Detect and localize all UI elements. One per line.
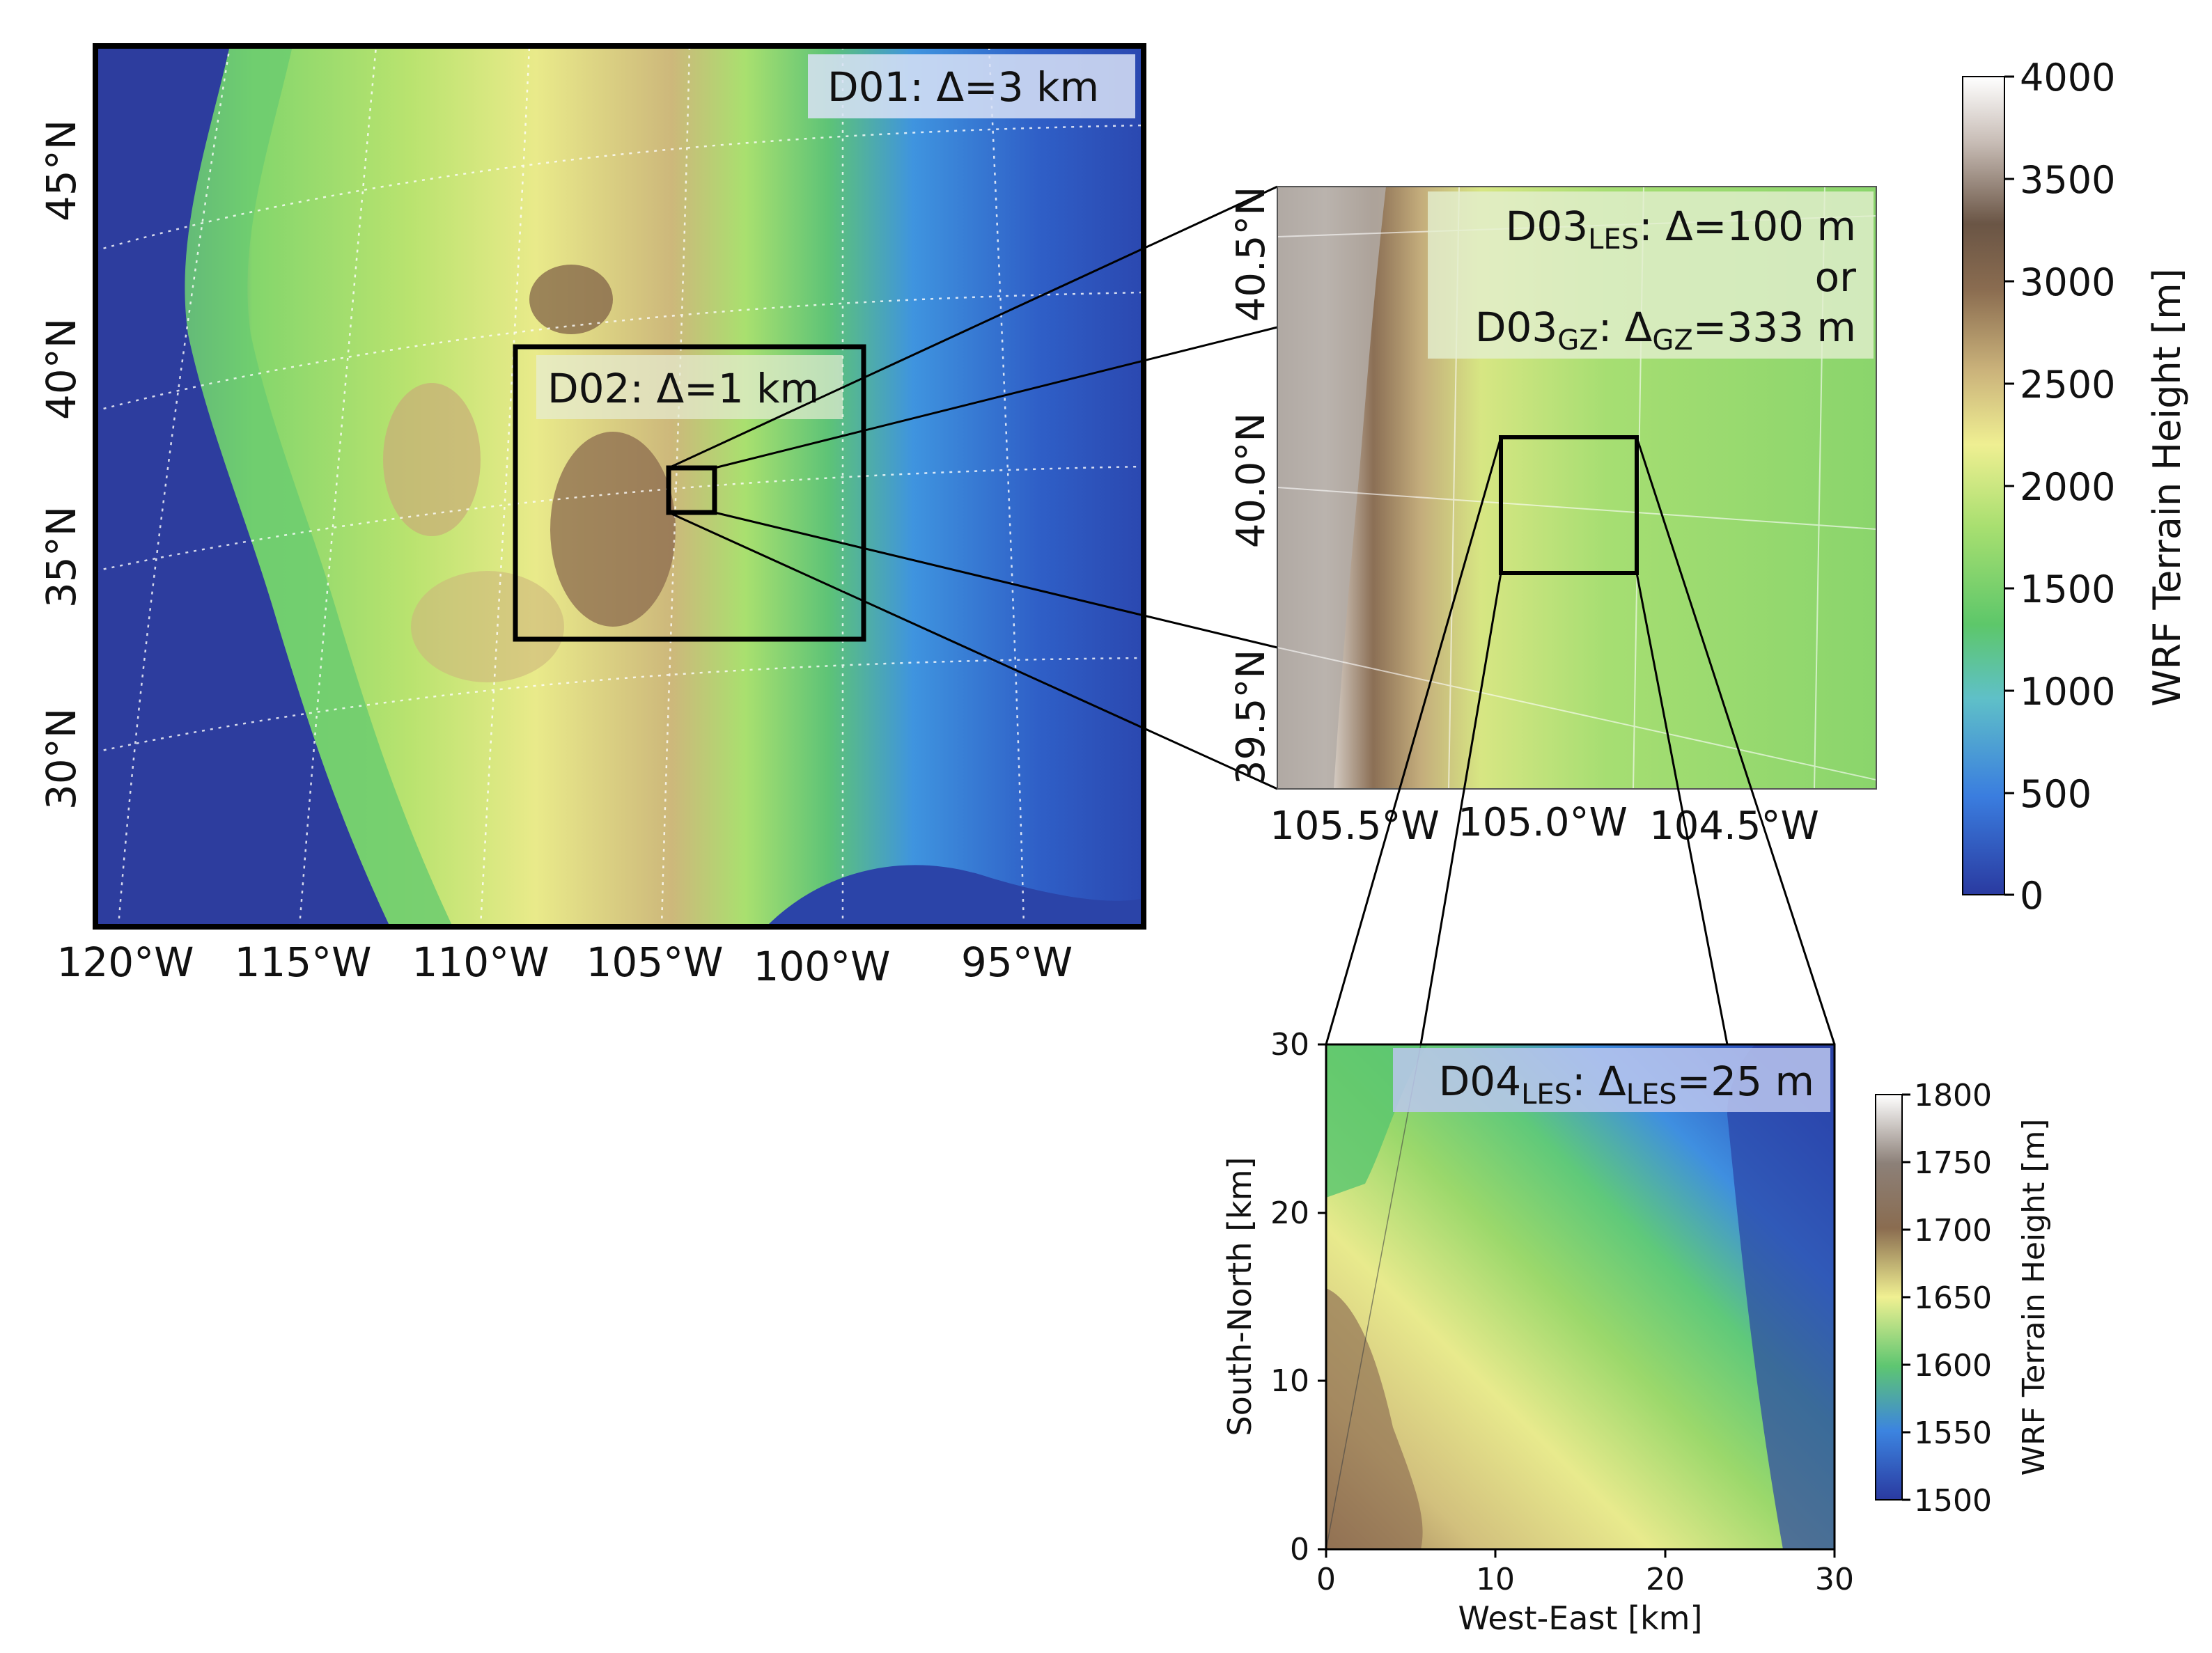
d04-colorbar-gradient [1875, 1094, 1903, 1501]
d01-label-box [808, 54, 1135, 118]
main-colorbar: 4000 3500 3000 2500 2000 1500 1000 500 0… [1962, 56, 2189, 918]
d01-graticule [95, 46, 1144, 927]
d04-xlabel: West-East [km] [1458, 1599, 1703, 1637]
d03-label-box [1428, 191, 1874, 359]
d04-ylabel: South-North [km] [1221, 1157, 1259, 1436]
d01-lat-40: 40°N [38, 318, 85, 420]
pacific-ocean [95, 46, 390, 927]
cbar-tick-1500: 1500 [2020, 567, 2115, 611]
gulf-water [766, 865, 1144, 927]
d04-x-ticks [1325, 1549, 1836, 1558]
d03-lat-39-5: 39.5°N [1229, 650, 1274, 785]
d01-lon-120: 120°W [56, 939, 194, 986]
d04-xtick-10: 10 [1476, 1562, 1515, 1597]
cbar2-tick-1550: 1550 [1914, 1416, 1992, 1451]
d03-lat-40-0: 40.0°N [1229, 413, 1274, 549]
d04-box-in-d03 [1499, 435, 1639, 575]
d04-xtick-0: 0 [1316, 1562, 1336, 1597]
d02-label-box [536, 355, 843, 419]
cbar2-tick-1750: 1750 [1914, 1145, 1992, 1181]
d01-label: D01: Δ=3 km [827, 63, 1099, 111]
d01-panel: D01: Δ=3 km D02: Δ=1 km 45°N 40°N 35°N 3… [38, 43, 1146, 990]
d04-xtick-30: 30 [1815, 1562, 1854, 1597]
cbar-tick-3000: 3000 [2020, 260, 2115, 304]
d02-box [513, 344, 866, 642]
rockies-patch [550, 432, 676, 627]
d01-lon-110: 110°W [412, 939, 549, 986]
d04-label-box [1393, 1048, 1830, 1112]
d04-ytick-10: 10 [1270, 1363, 1309, 1399]
d04-label: D04LES: ΔLES=25 m [1439, 1058, 1814, 1111]
cbar-tick-0: 0 [2020, 874, 2043, 918]
d04-y-ticks [1318, 1043, 1326, 1551]
d03-gz-label: D03GZ: ΔGZ=333 m [1475, 304, 1856, 357]
great-basin [383, 383, 481, 536]
d04-ytick-0: 0 [1290, 1532, 1309, 1567]
d04-frame [1325, 1043, 1836, 1551]
d03-panel: D03LES: Δ=100 m or D03GZ: ΔGZ=333 m 40.5… [1229, 186, 1877, 849]
d01-frame [93, 43, 1146, 930]
cbar2-tick-1700: 1700 [1914, 1213, 1992, 1248]
cbar-tick-3500: 3500 [2020, 158, 2115, 202]
d02-label: D02: Δ=1 km [547, 365, 819, 412]
d04-xtick-20: 20 [1646, 1562, 1685, 1597]
cbar-tick-2000: 2000 [2020, 465, 2115, 509]
cbar2-tick-1650: 1650 [1914, 1280, 1992, 1316]
d03-lon-105-0: 105.0°W [1458, 800, 1628, 845]
d01-to-d03-connectors [668, 185, 1278, 790]
d01-lon-100: 100°W [753, 943, 890, 990]
cbar-tick-1000: 1000 [2020, 670, 2115, 714]
colorado-plateau [411, 571, 564, 682]
d04-ref-line-1 [1326, 1044, 1422, 1549]
d01-lon-105: 105°W [586, 939, 723, 986]
cbar2-tick-1600: 1600 [1914, 1348, 1992, 1384]
d03-lon-105-5: 105.5°W [1270, 804, 1440, 849]
d04-panel: D04LES: ΔLES=25 m 0 10 20 30 0 10 20 30 … [1221, 1027, 1854, 1637]
main-colorbar-gradient [1962, 76, 2005, 895]
d04-east-valley [1727, 1044, 1835, 1549]
d04-colorbar: 1800 1750 1700 1650 1600 1550 1500 WRF T… [1875, 1078, 2052, 1519]
d04-ytick-20: 20 [1270, 1196, 1309, 1231]
d03-or-label: or [1815, 253, 1856, 301]
d01-lat-35: 35°N [38, 506, 85, 608]
cbar-tick-4000: 4000 [2020, 56, 2115, 100]
d04-colorbar-ticks [1902, 1093, 1910, 1501]
d03-lon-104-5: 104.5°W [1649, 804, 1819, 849]
wyoming-ranges [529, 265, 613, 334]
d03-box-in-d01 [666, 465, 717, 515]
d03-lat-40-5: 40.5°N [1229, 187, 1274, 322]
cbar-tick-500: 500 [2020, 772, 2092, 816]
d04-sw-ridge [1326, 1288, 1423, 1549]
d01-lon-115: 115°W [234, 939, 371, 986]
d03-to-d04-connectors [1325, 437, 1836, 1045]
main-colorbar-label: WRF Terrain Height [m] [2145, 268, 2189, 707]
d04-colorbar-label: WRF Terrain Height [m] [2016, 1119, 2052, 1476]
main-colorbar-ticks [2004, 75, 2014, 896]
cbar2-tick-1500: 1500 [1914, 1483, 1992, 1519]
d01-lon-95: 95°W [961, 939, 1073, 986]
d01-lat-45: 45°N [38, 120, 85, 221]
front-range-peaks [1277, 187, 1386, 789]
d03-les-label: D03LES: Δ=100 m [1506, 203, 1856, 256]
coastal-range [185, 46, 453, 927]
d01-lat-30: 30°N [38, 708, 85, 810]
d03-frame [1277, 186, 1877, 790]
d04-ytick-30: 30 [1270, 1027, 1309, 1063]
cbar2-tick-1800: 1800 [1914, 1078, 1992, 1113]
cbar-tick-2500: 2500 [2020, 363, 2115, 407]
